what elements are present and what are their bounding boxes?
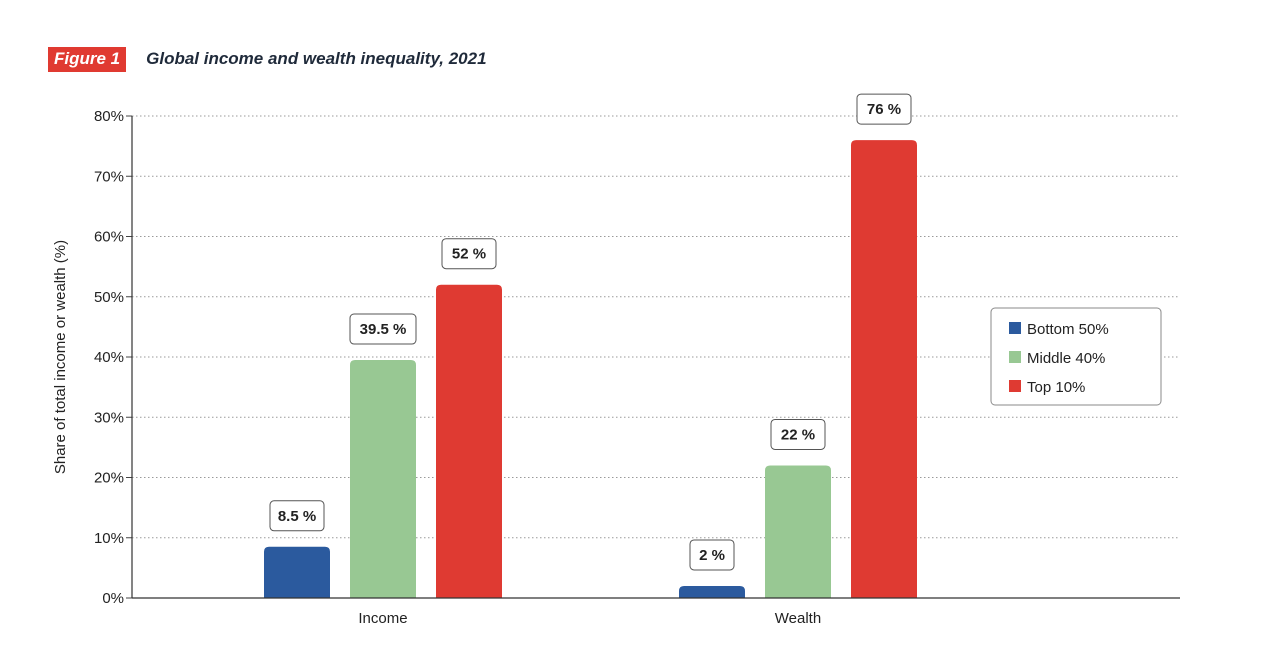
y-axis-ticks: 0% 10% 20% 30% 40% 50% 60% 70% 80%	[94, 108, 132, 607]
data-label: 2 %	[699, 547, 725, 564]
x-tick-label: Income	[358, 610, 407, 627]
legend: Bottom 50% Middle 40% Top 10%	[990, 307, 1162, 406]
data-label: 39.5 %	[360, 321, 407, 338]
bar	[765, 465, 831, 598]
legend-swatch	[1009, 380, 1021, 392]
bar	[264, 546, 330, 598]
y-tick-label: 0%	[102, 590, 124, 607]
legend-swatch	[1009, 322, 1021, 334]
data-label-box	[441, 238, 497, 270]
legend-label: Middle 40%	[1027, 350, 1105, 367]
y-tick-label: 20%	[94, 470, 124, 487]
data-label: 22 %	[781, 426, 815, 443]
data-labels: 8.5 % 39.5 % 52 % 2 % 22 % 76 %	[269, 93, 912, 571]
x-axis-ticks: Income Wealth	[358, 610, 821, 627]
bars	[264, 140, 917, 598]
legend-label: Bottom 50%	[1027, 321, 1109, 338]
data-label-box	[689, 539, 735, 571]
figure-badge: Figure 1	[48, 46, 127, 72]
y-axis-title: Share of total income or wealth (%)	[52, 240, 69, 474]
x-tick-label: Wealth	[775, 610, 821, 627]
legend-swatch	[1009, 351, 1021, 363]
y-tick-label: 10%	[94, 530, 124, 547]
data-label-box	[856, 93, 912, 125]
y-tick-label: 50%	[94, 289, 124, 306]
data-label: 52 %	[452, 246, 486, 263]
bar	[679, 585, 745, 598]
figure-title: Global income and wealth inequality, 202…	[146, 49, 487, 68]
bar	[851, 140, 917, 598]
legend-box	[990, 307, 1162, 406]
data-label-box	[349, 313, 417, 345]
data-label-box	[269, 500, 325, 532]
y-tick-label: 80%	[94, 108, 124, 125]
y-tick-label: 30%	[94, 409, 124, 426]
data-label-box	[770, 418, 826, 450]
bar	[350, 360, 416, 598]
data-label: 76 %	[867, 101, 901, 118]
y-tick-label: 60%	[94, 229, 124, 246]
legend-label: Top 10%	[1027, 379, 1085, 396]
bar	[436, 284, 502, 598]
y-tick-label: 70%	[94, 168, 124, 185]
data-label: 8.5 %	[278, 508, 316, 525]
figure-header: Figure 1 Global income and wealth inequa…	[48, 46, 487, 72]
y-tick-label: 40%	[94, 349, 124, 366]
